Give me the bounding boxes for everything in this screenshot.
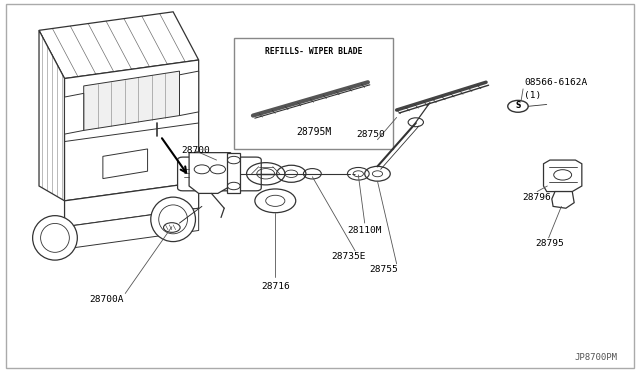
Text: 28735E: 28735E [332, 252, 366, 261]
Text: 28700: 28700 [181, 146, 210, 155]
Text: 28796: 28796 [523, 193, 552, 202]
Text: 28110M: 28110M [348, 226, 382, 235]
Text: (1): (1) [524, 91, 541, 100]
Polygon shape [84, 71, 179, 131]
Bar [234, 38, 394, 149]
Text: 28750: 28750 [356, 129, 385, 139]
Text: 28700A: 28700A [89, 295, 124, 304]
Polygon shape [103, 149, 148, 179]
FancyBboxPatch shape [177, 157, 261, 191]
Ellipse shape [33, 216, 77, 260]
Text: REFILLS- WIPER BLADE: REFILLS- WIPER BLADE [265, 47, 362, 56]
Polygon shape [39, 31, 65, 201]
Polygon shape [552, 192, 574, 208]
Text: 28755: 28755 [369, 265, 398, 274]
Polygon shape [543, 160, 582, 192]
Polygon shape [189, 153, 230, 193]
Text: 08566-6162A: 08566-6162A [524, 78, 588, 87]
Text: 28716: 28716 [261, 282, 290, 291]
Ellipse shape [151, 197, 195, 241]
Polygon shape [65, 93, 84, 134]
Text: S: S [515, 102, 521, 110]
Ellipse shape [40, 224, 69, 252]
Polygon shape [65, 60, 198, 201]
Polygon shape [65, 182, 198, 227]
Ellipse shape [159, 205, 188, 234]
Polygon shape [179, 71, 198, 116]
Text: 28795M: 28795M [296, 127, 332, 137]
Text: 28795: 28795 [536, 239, 564, 248]
Polygon shape [227, 153, 240, 193]
Polygon shape [65, 208, 198, 249]
Text: JP8700PM: JP8700PM [574, 353, 617, 362]
Polygon shape [39, 12, 198, 78]
